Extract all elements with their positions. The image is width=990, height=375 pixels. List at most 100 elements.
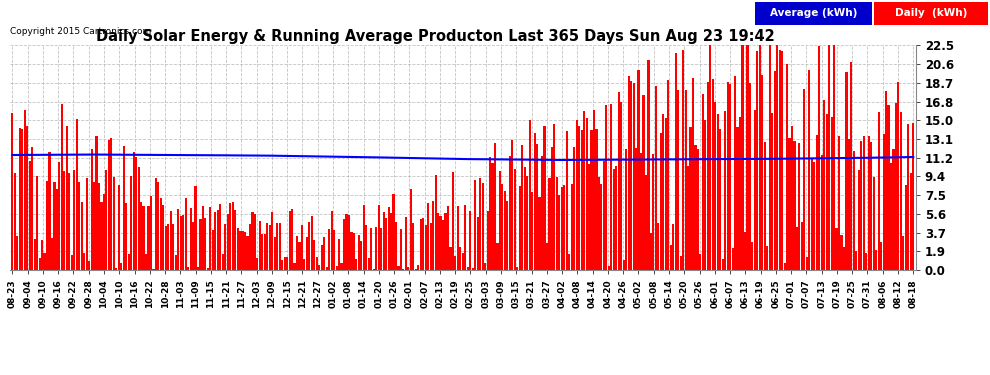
Bar bbox=[55, 189, 58, 270]
Bar bbox=[154, 178, 157, 270]
Bar bbox=[702, 94, 704, 270]
Bar bbox=[813, 162, 816, 270]
Bar bbox=[140, 202, 143, 270]
Bar bbox=[70, 255, 73, 270]
Bar bbox=[598, 177, 600, 270]
Bar bbox=[689, 127, 692, 270]
Bar bbox=[194, 186, 197, 270]
Bar bbox=[177, 209, 179, 270]
Bar bbox=[380, 228, 382, 270]
Bar bbox=[514, 170, 516, 270]
Bar bbox=[313, 240, 316, 270]
Bar bbox=[855, 252, 857, 270]
Bar bbox=[860, 141, 862, 270]
Bar bbox=[811, 158, 813, 270]
Bar bbox=[46, 182, 49, 270]
Bar bbox=[39, 258, 41, 270]
Bar bbox=[83, 253, 85, 270]
Bar bbox=[266, 223, 268, 270]
Bar bbox=[694, 146, 697, 270]
Bar bbox=[430, 223, 432, 270]
Bar bbox=[417, 266, 420, 270]
Bar bbox=[451, 171, 454, 270]
Bar bbox=[841, 235, 842, 270]
Bar bbox=[375, 226, 377, 270]
Bar bbox=[724, 111, 727, 270]
Bar bbox=[895, 102, 897, 270]
Bar bbox=[382, 211, 385, 270]
Bar bbox=[905, 185, 907, 270]
Bar bbox=[459, 247, 461, 270]
Bar bbox=[36, 176, 39, 270]
Bar bbox=[247, 236, 248, 270]
Bar bbox=[494, 143, 496, 270]
Bar bbox=[197, 267, 199, 270]
Bar bbox=[778, 50, 781, 270]
Bar bbox=[902, 236, 905, 270]
Bar bbox=[781, 51, 783, 270]
Bar bbox=[667, 80, 669, 270]
Bar bbox=[836, 228, 838, 270]
Bar bbox=[281, 260, 283, 270]
Bar bbox=[390, 213, 392, 270]
Bar bbox=[73, 170, 75, 270]
Bar bbox=[471, 268, 474, 270]
Bar bbox=[892, 149, 895, 270]
Bar bbox=[283, 257, 286, 270]
Bar bbox=[187, 267, 189, 270]
Bar bbox=[415, 268, 417, 270]
Bar bbox=[501, 184, 504, 270]
Bar bbox=[558, 195, 560, 270]
Bar bbox=[115, 268, 118, 270]
Bar bbox=[306, 237, 308, 270]
Bar bbox=[664, 118, 667, 270]
Bar bbox=[11, 113, 14, 270]
Bar bbox=[900, 112, 902, 270]
Bar bbox=[481, 183, 484, 270]
Bar bbox=[370, 228, 372, 270]
Bar bbox=[610, 104, 613, 270]
Bar bbox=[682, 50, 684, 270]
Bar bbox=[50, 238, 53, 270]
Bar bbox=[890, 163, 892, 270]
Bar bbox=[677, 90, 679, 270]
Bar bbox=[219, 204, 222, 270]
Bar bbox=[739, 117, 742, 270]
Title: Daily Solar Energy & Running Average Producton Last 365 Days Sun Aug 23 19:42: Daily Solar Energy & Running Average Pro… bbox=[96, 29, 775, 44]
Bar bbox=[29, 162, 31, 270]
Bar bbox=[743, 232, 746, 270]
Bar bbox=[152, 268, 154, 270]
Bar bbox=[365, 225, 367, 270]
Bar bbox=[823, 100, 826, 270]
Bar bbox=[727, 81, 729, 270]
Bar bbox=[630, 81, 633, 270]
Bar bbox=[456, 206, 459, 270]
Bar bbox=[145, 255, 148, 270]
Bar bbox=[910, 173, 912, 270]
Bar bbox=[323, 237, 326, 270]
Bar bbox=[833, 45, 836, 270]
Bar bbox=[78, 182, 80, 270]
Bar bbox=[756, 51, 758, 270]
Bar bbox=[753, 110, 756, 270]
Bar bbox=[251, 211, 253, 270]
Bar bbox=[258, 221, 261, 270]
Bar bbox=[717, 114, 719, 270]
Bar bbox=[445, 213, 446, 270]
Bar bbox=[341, 262, 343, 270]
Bar bbox=[657, 223, 659, 270]
Bar bbox=[24, 110, 26, 270]
Bar bbox=[212, 230, 214, 270]
Bar bbox=[615, 166, 618, 270]
Bar bbox=[887, 105, 890, 270]
Bar bbox=[613, 169, 615, 270]
Bar bbox=[133, 152, 135, 270]
Bar bbox=[684, 90, 687, 270]
Bar bbox=[321, 244, 323, 270]
Bar bbox=[852, 151, 855, 270]
Bar bbox=[699, 254, 702, 270]
Bar bbox=[544, 126, 545, 270]
Bar bbox=[877, 112, 880, 270]
Bar bbox=[397, 266, 400, 270]
Bar bbox=[847, 139, 850, 270]
